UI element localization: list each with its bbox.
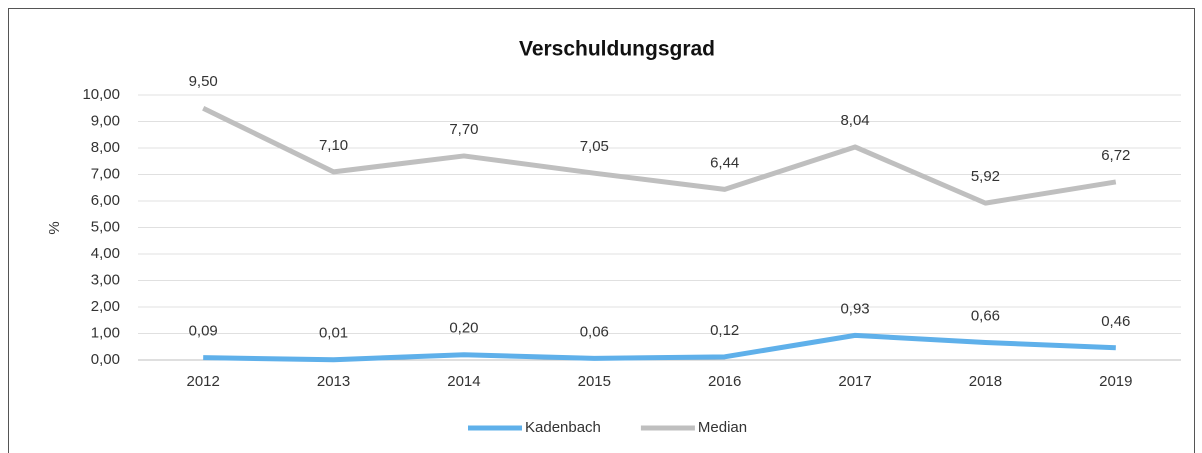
data-label: 7,05 [580,138,609,155]
y-tick-label: 1,00 [91,324,120,341]
y-tick-label: 9,00 [91,112,120,129]
data-label: 0,20 [449,320,478,337]
data-label: 9,50 [189,73,218,90]
y-tick-label: 6,00 [91,192,120,209]
data-label: 8,04 [840,112,869,129]
y-tick-label: 8,00 [91,139,120,156]
x-tick-label: 2019 [1099,373,1132,390]
data-label: 7,10 [319,137,348,154]
x-tick-label: 2016 [708,373,741,390]
y-tick-label: 2,00 [91,298,120,315]
x-tick-label: 2018 [969,373,1002,390]
legend-label: Median [698,419,747,436]
series-line [202,106,1117,206]
frame [8,8,1195,453]
y-tick-label: 0,00 [91,351,120,368]
y-tick-label: 10,00 [82,86,120,103]
series-line [203,332,1116,363]
x-tick-label: 2013 [317,373,350,390]
data-label: 6,72 [1101,147,1130,164]
x-tick-label: 2014 [447,373,480,390]
data-label: 0,06 [580,323,609,340]
x-tick-label: 2012 [187,373,220,390]
data-label: 0,66 [971,307,1000,324]
data-label: 0,93 [840,300,869,317]
y-axis-label: % [46,221,63,234]
legend-label: Kadenbach [525,419,601,436]
data-label: 6,44 [710,154,739,171]
y-tick-label: 5,00 [91,218,120,235]
data-label: 7,70 [449,121,478,138]
data-label: 5,92 [971,168,1000,185]
data-label: 0,09 [189,323,218,340]
data-label: 0,46 [1101,313,1130,330]
chart-title: Verschuldungsgrad [519,38,715,61]
x-tick-label: 2015 [578,373,611,390]
y-tick-label: 7,00 [91,165,120,182]
y-tick-label: 3,00 [91,271,120,288]
y-tick-label: 4,00 [91,245,120,262]
data-label: 0,12 [710,322,739,339]
data-label: 0,01 [319,325,348,342]
x-tick-label: 2017 [838,373,871,390]
